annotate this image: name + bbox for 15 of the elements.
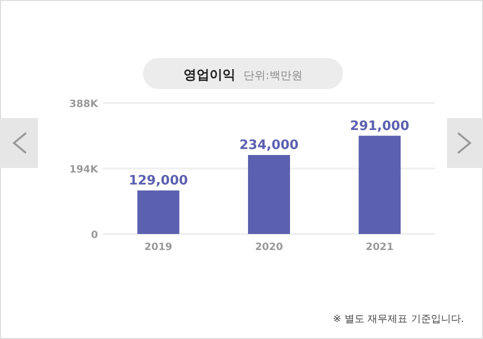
data-label: 234,000: [239, 138, 299, 153]
data-label: 129,000: [128, 173, 188, 188]
bar: [137, 190, 180, 234]
y-tick-label: 388K: [69, 99, 100, 110]
x-tick-label: 2021: [366, 242, 394, 253]
y-tick-label: 0: [91, 230, 98, 241]
x-tick-label: 2020: [255, 242, 283, 253]
x-tick-label: 2019: [144, 242, 172, 253]
chart-title: 영업이익: [184, 68, 236, 83]
data-label: 291,000: [350, 118, 410, 134]
y-tick-label: 194K: [69, 164, 100, 176]
text: ※ 별도 재무제표 기준입니다.: [332, 314, 464, 325]
bar: [248, 154, 290, 234]
bar: [358, 136, 401, 234]
chart-subtitle: 단위:백만원: [244, 69, 302, 82]
